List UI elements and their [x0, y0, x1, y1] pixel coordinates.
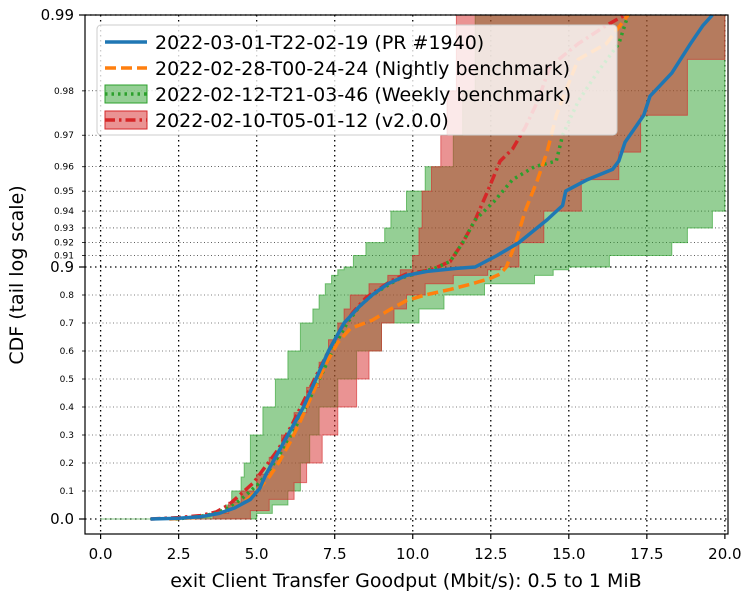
x-tick-label: 12.5: [474, 545, 507, 563]
x-tick-label: 17.5: [630, 545, 663, 563]
y-minor-tick-label: 0.93: [54, 224, 74, 234]
legend-entry-label: 2022-03-01-T22-02-19 (PR #1940): [155, 32, 484, 54]
y-major-tick-label: 0.99: [41, 6, 74, 24]
y-axis-title: CDF (tail log scale): [6, 185, 28, 364]
y-minor-tick-label: 0.92: [54, 239, 74, 249]
x-tick-label: 0.0: [89, 545, 113, 563]
y-minor-tick-label: 0.6: [60, 347, 75, 357]
y-major-tick-label: 0.0: [50, 510, 74, 528]
y-minor-tick-label: 0.91: [54, 251, 74, 261]
y-minor-tick-label: 0.96: [54, 163, 74, 173]
x-tick-label: 20.0: [708, 545, 741, 563]
legend-entry-label: 2022-02-28-T00-24-24 (Nightly benchmark): [155, 58, 570, 80]
legend: 2022-03-01-T22-02-19 (PR #1940) 2022-02-2…: [96, 24, 618, 136]
y-minor-tick-label: 0.4: [60, 403, 75, 413]
legend-box: [96, 24, 618, 136]
x-axis-ticks: 0.0 2.5 5.0 7.5 10.0 12.5 15.0 17.5 20.0: [89, 534, 742, 563]
x-tick-label: 5.0: [245, 545, 269, 563]
y-minor-tick-label: 0.3: [60, 431, 74, 441]
y-minor-tick-label: 0.2: [60, 459, 74, 469]
series-line: [150, 15, 714, 521]
y-minor-tick-label: 0.95: [54, 187, 74, 197]
y-minor-tick-label: 0.8: [60, 291, 75, 301]
y-major-tick-label: 0.9: [50, 258, 74, 276]
x-tick-label: 7.5: [323, 545, 347, 563]
y-minor-tick-label: 0.98: [54, 87, 74, 97]
y-minor-tick-label: 0.97: [54, 131, 74, 141]
axes-frame: [84, 14, 729, 535]
y-minor-tick-label: 0.5: [60, 375, 74, 385]
x-tick-label: 10.0: [396, 545, 429, 563]
x-tick-label: 2.5: [167, 545, 191, 563]
x-tick-label: 15.0: [552, 545, 585, 563]
y-axis-ticks: 0.0 0.9 0.99 0.1 0.2 0.3 0.4 0.5 0.6 0.7 0.8 0.91 0.…: [41, 6, 85, 528]
x-axis-title: exit Client Transfer Goodput (Mbit/s): 0…: [170, 570, 641, 592]
legend-entry-label: 2022-02-10-T05-01-12 (v2.0.0): [155, 110, 449, 132]
legend-entry-label: 2022-02-12-T21-03-46 (Weekly benchmark): [155, 84, 571, 106]
y-minor-tick-label: 0.94: [54, 207, 74, 217]
y-minor-tick-label: 0.7: [60, 319, 74, 329]
y-minor-tick-label: 0.1: [60, 487, 74, 497]
